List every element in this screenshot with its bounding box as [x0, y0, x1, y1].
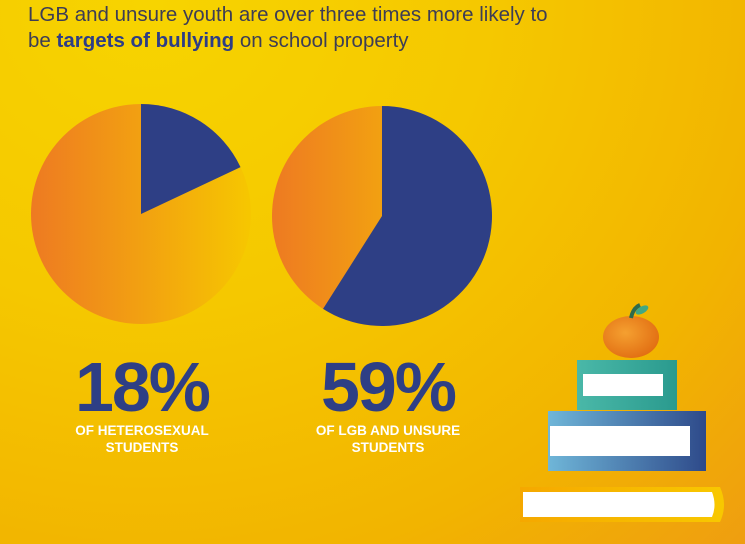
stat-value-heterosexual: 18% — [74, 348, 211, 426]
headline-bold: targets of bullying — [56, 29, 235, 52]
pie-slice-lgb-unsure-bullied — [323, 106, 492, 326]
pie-chart-heterosexual — [31, 104, 251, 324]
stat-lgb-unsure: 59% OF LGB AND UNSURE STUDENTS — [288, 352, 488, 456]
stat-value-lgb-unsure: 59% — [320, 348, 457, 426]
stat-caption-lgb-unsure-line2: STUDENTS — [351, 440, 425, 455]
headline-post: on school property — [234, 29, 409, 52]
stat-caption-heterosexual-line2: STUDENTS — [105, 440, 179, 455]
stat-caption-heterosexual-line1: OF HETEROSEXUAL — [75, 423, 209, 438]
headline: LGB and unsure youth are over three time… — [28, 2, 548, 54]
stat-heterosexual: 18% OF HETEROSEXUAL STUDENTS — [52, 352, 232, 456]
headline-pre: LGB and unsure youth are over three time… — [28, 3, 548, 52]
pie-chart-lgb-unsure — [272, 106, 492, 326]
stat-caption-lgb-unsure-line1: OF LGB AND UNSURE — [315, 423, 461, 438]
pie-slice-heterosexual-bullied — [141, 104, 241, 214]
